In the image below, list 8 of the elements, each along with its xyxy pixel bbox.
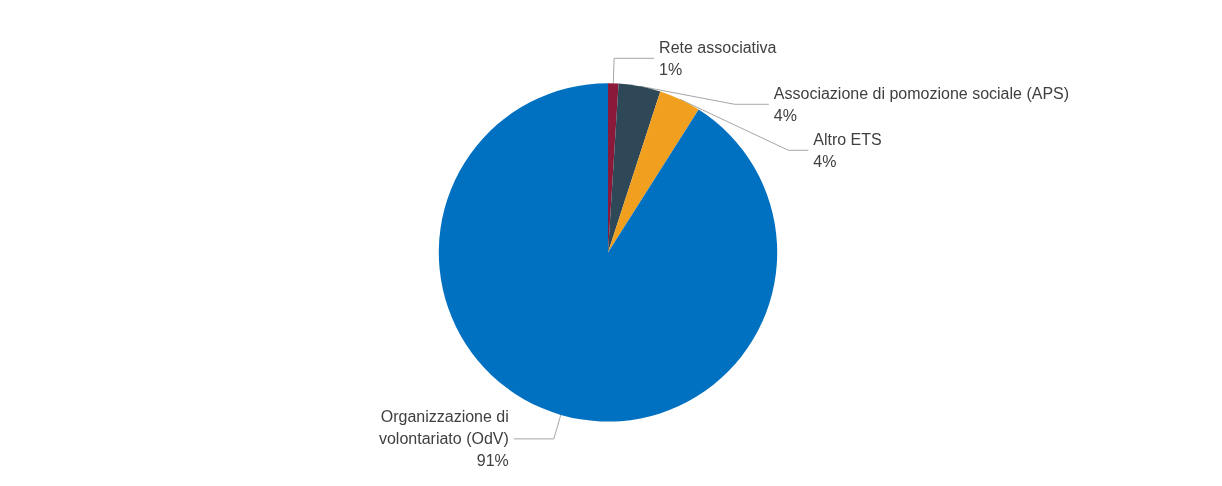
data-label: 4% bbox=[773, 106, 797, 124]
slice-label: Altro ETS bbox=[813, 130, 882, 148]
slice-label: Associazione di pomozione sociale (APS) bbox=[773, 84, 1070, 102]
slice-label: Rete associativa bbox=[659, 38, 777, 56]
data-label: 1% bbox=[659, 60, 683, 78]
slice-label: Organizzazione di volontariato (OdV) bbox=[378, 408, 509, 448]
data-label: 91% bbox=[476, 452, 509, 470]
data-label: 4% bbox=[813, 152, 837, 170]
